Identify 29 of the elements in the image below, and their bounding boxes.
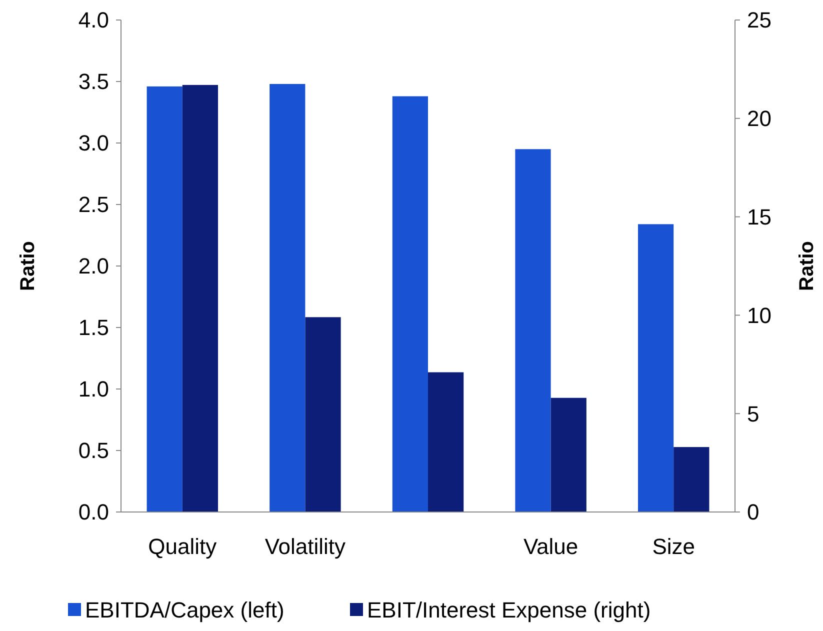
y-tick-label: 0.5 bbox=[78, 438, 109, 464]
y2-tick-label: 20 bbox=[747, 106, 772, 132]
legend-label: EBIT/Interest Expense (right) bbox=[367, 598, 651, 623]
y-tick-label: 2.5 bbox=[78, 192, 109, 218]
bar bbox=[638, 224, 674, 512]
bar bbox=[270, 84, 306, 512]
y-tick-label: 2.0 bbox=[78, 254, 109, 279]
y2-tick-label: 15 bbox=[747, 204, 772, 230]
y2-tick-label: 25 bbox=[747, 8, 772, 33]
bar bbox=[550, 398, 586, 512]
y-tick-label: 4.0 bbox=[78, 8, 109, 33]
x-tick-label: Value bbox=[523, 534, 578, 559]
y2-axis-title: Ratio bbox=[796, 241, 818, 291]
y2-tick-label: 5 bbox=[747, 401, 760, 426]
y2-tick-label: 0 bbox=[747, 500, 760, 525]
y-axis-title: Ratio bbox=[17, 241, 39, 291]
bar bbox=[515, 149, 551, 512]
x-tick-label: Size bbox=[652, 534, 695, 559]
y-tick-label: 1.0 bbox=[78, 376, 109, 402]
y2-tick-label: 10 bbox=[747, 302, 772, 328]
y-tick-label: 1.5 bbox=[78, 315, 109, 340]
x-tick-label: Quality bbox=[148, 534, 217, 559]
y-tick-label: 3.5 bbox=[78, 69, 109, 94]
x-tick-label: Volatility bbox=[264, 534, 346, 559]
y-tick-label: 0.0 bbox=[78, 500, 109, 525]
bar bbox=[674, 447, 710, 512]
y-tick-label: 3.0 bbox=[78, 130, 109, 156]
legend-label: EBITDA/Capex (left) bbox=[85, 598, 284, 623]
bar bbox=[392, 96, 428, 512]
